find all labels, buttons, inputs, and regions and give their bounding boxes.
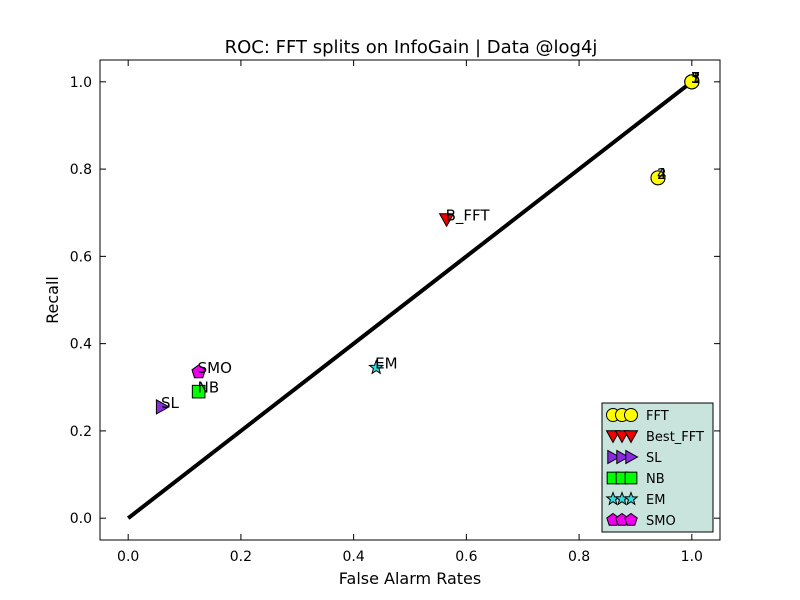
x-tick-label: 0.6 bbox=[455, 549, 477, 565]
legend-marker-nb bbox=[624, 471, 638, 485]
legend-label-sl: SL bbox=[646, 451, 662, 466]
point-sl bbox=[155, 399, 171, 415]
axis-ticks: 0.0 0.2 0.4 0.6 0.8 1.0 0.0 0.2 0.4 0.6 0.8 1.0 bbox=[70, 60, 720, 565]
y-tick-label: 0.0 bbox=[70, 511, 92, 527]
legend-marker-fft bbox=[624, 408, 638, 422]
y-tick-label: 0.8 bbox=[70, 162, 92, 178]
y-axis-label: Recall bbox=[43, 276, 62, 324]
x-tick-label: 0.0 bbox=[117, 549, 139, 565]
data-points bbox=[155, 74, 700, 415]
x-axis-label: False Alarm Rates bbox=[339, 569, 481, 588]
legend-marker-sl bbox=[625, 449, 639, 465]
legend: FFT Best_FFT SL NB EM SMO bbox=[601, 402, 714, 533]
chart-title: ROC: FFT splits on InfoGain | Data @log4… bbox=[225, 37, 598, 58]
legend-marker-sl bbox=[607, 449, 621, 465]
point-label: EM bbox=[375, 355, 397, 373]
legend-label-best-fft: Best_FFT bbox=[646, 430, 704, 445]
y-tick-label: 0.6 bbox=[70, 249, 92, 265]
y-tick-label: 1.0 bbox=[70, 75, 92, 91]
point-label: 3 bbox=[691, 69, 701, 87]
point-label: SL bbox=[161, 394, 180, 412]
x-tick-label: 0.8 bbox=[568, 549, 590, 565]
legend-label-smo: SMO bbox=[646, 514, 676, 529]
point-best-fft bbox=[438, 213, 455, 228]
point-label: 5 bbox=[691, 69, 701, 87]
x-tick-label: 0.2 bbox=[230, 549, 252, 565]
legend-marker-sl bbox=[616, 449, 630, 465]
point-em bbox=[368, 359, 385, 375]
point-label: 4 bbox=[657, 165, 667, 183]
point-smo bbox=[191, 364, 206, 379]
legend-box bbox=[601, 402, 714, 533]
point-label: SMO bbox=[198, 359, 232, 377]
point-nb bbox=[191, 384, 206, 399]
point-label: B_FFT bbox=[446, 206, 491, 225]
legend-entries: FFT Best_FFT SL NB EM SMO bbox=[605, 408, 704, 529]
diagonal-layer bbox=[126, 80, 694, 520]
diagonal-line bbox=[126, 80, 694, 520]
legend-marker-best-fft bbox=[623, 430, 639, 444]
legend-label-fft: FFT bbox=[646, 409, 669, 424]
legend-marker-best-fft bbox=[605, 430, 621, 444]
point-fft bbox=[684, 74, 700, 90]
y-tick-label: 0.4 bbox=[70, 337, 92, 353]
x-tick-label: 0.4 bbox=[343, 549, 365, 565]
legend-marker-best-fft bbox=[614, 430, 630, 444]
point-label: NB bbox=[198, 379, 220, 397]
legend-marker-em bbox=[623, 491, 639, 506]
x-tick-label: 1.0 bbox=[681, 549, 703, 565]
legend-label-em: EM bbox=[646, 493, 665, 508]
legend-marker-smo bbox=[624, 512, 638, 526]
point-label: 2 bbox=[657, 165, 667, 183]
point-fft bbox=[650, 170, 666, 186]
point-label: 1 bbox=[691, 69, 701, 87]
legend-label-nb: NB bbox=[646, 472, 665, 487]
y-tick-label: 0.2 bbox=[70, 424, 92, 440]
point-label: 7 bbox=[691, 69, 701, 87]
